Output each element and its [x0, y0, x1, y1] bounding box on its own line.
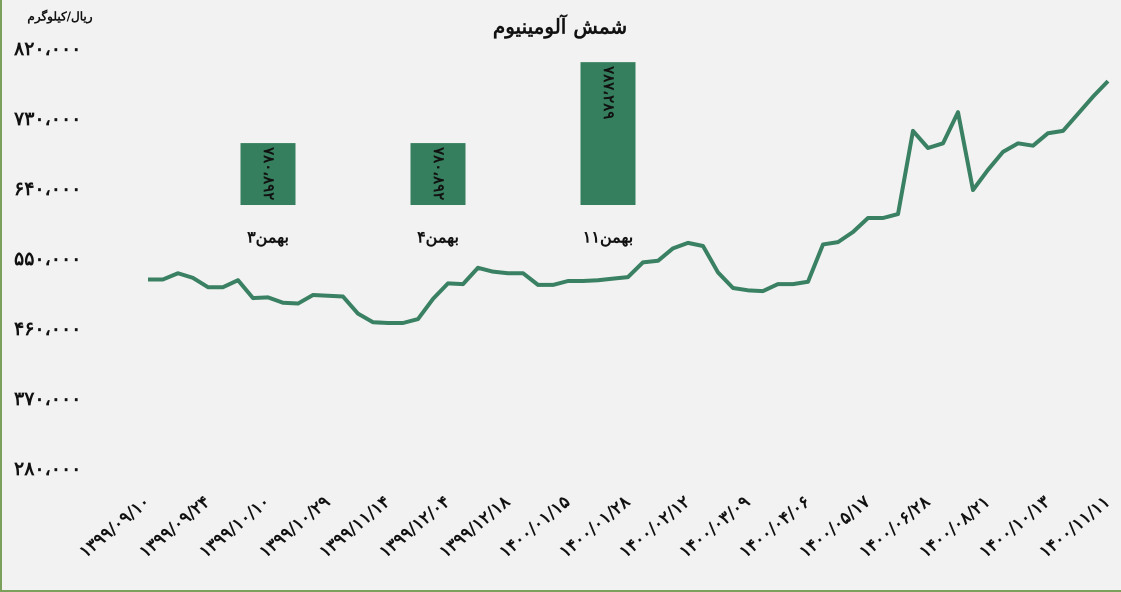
bar-category-label: ۱۱بهمن [583, 228, 633, 248]
bar-value-label: ۷۸۰،۸۹۲ [260, 146, 278, 200]
bar-category-label: ۳بهمن [247, 228, 289, 248]
price-line [148, 79, 1110, 325]
bar-value-label: ۷۸۷،۲۸۹ [600, 65, 618, 119]
y-tick-label: ۴۶۰،۰۰۰ [14, 318, 81, 340]
bar [410, 143, 466, 205]
y-tick-label: ۷۳۰،۰۰۰ [13, 108, 81, 130]
bar-value-label: ۷۸۰،۸۹۲ [430, 146, 448, 200]
y-tick-label: ۵۵۰،۰۰۰ [14, 248, 81, 270]
y-tick-label: ۲۸۰،۰۰۰ [14, 458, 81, 480]
y-tick-label: ۸۲۰،۰۰۰ [13, 38, 81, 60]
chart-title: شمش آلومینیوم [493, 14, 627, 40]
bar [580, 62, 636, 205]
bar-category-label: ۴بهمن [417, 228, 459, 248]
y-tick-label: ۶۴۰،۰۰۰ [14, 178, 81, 200]
y-axis-label: ریال/کیلوگرم [27, 9, 92, 25]
y-tick-label: ۳۷۰،۰۰۰ [14, 388, 81, 410]
bar [240, 143, 296, 205]
